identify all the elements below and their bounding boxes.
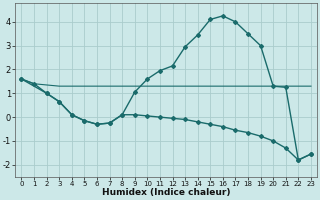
X-axis label: Humidex (Indice chaleur): Humidex (Indice chaleur) bbox=[102, 188, 230, 197]
